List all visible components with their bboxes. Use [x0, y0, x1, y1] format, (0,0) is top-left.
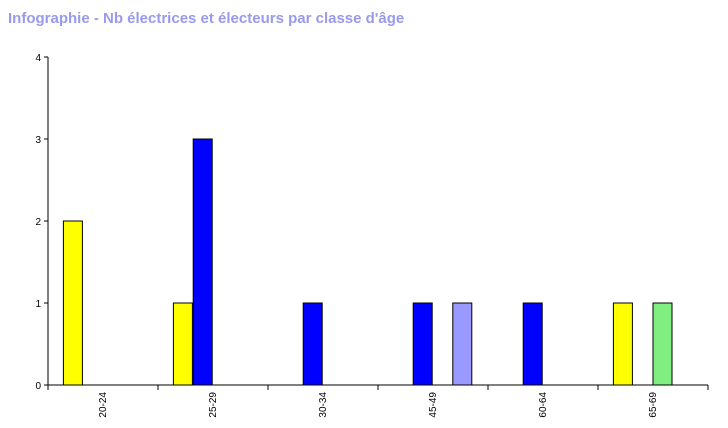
y-tick-label: 4	[35, 53, 41, 64]
bar	[412, 302, 433, 386]
bar	[172, 302, 193, 386]
x-tick-label: 30-34	[318, 392, 329, 418]
bar	[62, 220, 83, 386]
x-ticks: 20-24 25-29 30-34 45-49 60-64 65-69	[47, 385, 709, 418]
x-tick-label: 65-69	[648, 392, 659, 418]
y-tick-label: 0	[35, 381, 41, 392]
bar	[652, 302, 673, 386]
y-ticks: 0 1 2 3 4	[35, 53, 48, 392]
bar	[522, 302, 543, 386]
x-tick-label: 20-24	[98, 392, 109, 418]
bar	[612, 302, 633, 386]
bars	[62, 138, 673, 386]
bar	[192, 138, 213, 386]
x-tick-label: 45-49	[428, 392, 439, 418]
x-tick-label: 60-64	[538, 392, 549, 418]
y-tick-label: 2	[35, 217, 41, 228]
y-tick-label: 1	[35, 299, 41, 310]
bar	[302, 302, 323, 386]
x-tick-label: 25-29	[208, 392, 219, 418]
axes	[47, 57, 708, 386]
y-tick-label: 3	[35, 135, 41, 146]
bar	[452, 302, 473, 386]
chart-title: Infographie - Nb électrices et électeurs…	[8, 10, 405, 27]
